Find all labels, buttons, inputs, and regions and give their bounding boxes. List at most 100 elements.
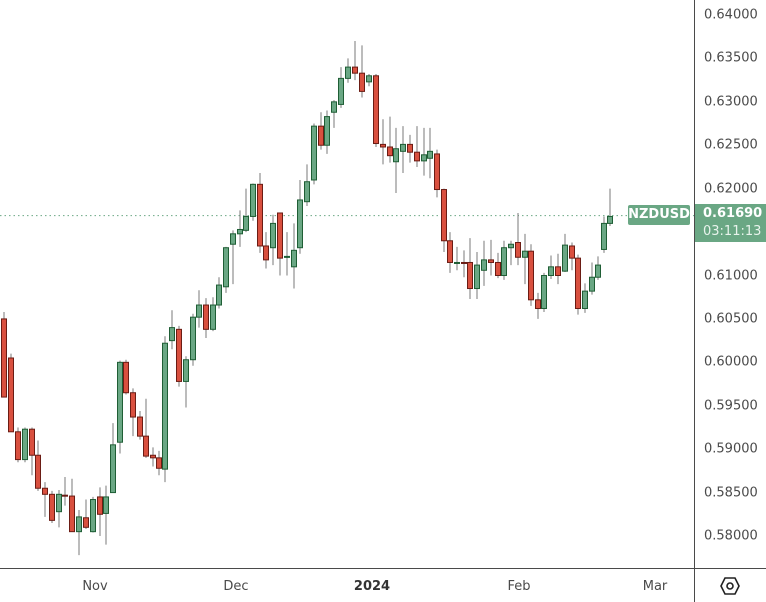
price-tick: 0.59500 xyxy=(704,398,758,414)
candle xyxy=(481,240,487,286)
candle xyxy=(22,427,28,463)
candle xyxy=(454,246,460,271)
candle xyxy=(345,58,351,83)
price-tick: 0.61000 xyxy=(704,268,758,283)
candle xyxy=(461,250,467,278)
price-tick: 0.58000 xyxy=(704,528,758,544)
candle xyxy=(311,123,317,185)
candle xyxy=(203,298,209,339)
candle xyxy=(535,292,541,319)
candle xyxy=(501,240,507,280)
price-axis[interactable]: 0.64000 0.63500 0.63000 0.62500 0.62000 0.610… xyxy=(694,0,766,568)
axis-corner xyxy=(694,568,766,602)
candle xyxy=(393,127,399,194)
candle xyxy=(421,127,427,176)
candle xyxy=(522,233,528,285)
candle xyxy=(257,173,263,253)
candle xyxy=(210,297,216,332)
candle xyxy=(474,252,480,299)
candle xyxy=(8,353,14,433)
candle xyxy=(488,239,494,276)
candle xyxy=(373,74,379,147)
time-axis[interactable]: Nov Dec 2024 Feb Mar xyxy=(0,568,694,602)
candle xyxy=(270,214,276,266)
price-tick: 0.58500 xyxy=(704,485,758,501)
candle xyxy=(387,116,393,163)
candle xyxy=(569,242,575,271)
candle xyxy=(76,509,82,556)
candle xyxy=(83,499,89,530)
candle xyxy=(555,253,561,285)
candle xyxy=(237,210,243,247)
candle xyxy=(243,188,249,233)
candle xyxy=(589,262,595,295)
candle xyxy=(223,246,229,293)
candle xyxy=(575,254,581,315)
candle xyxy=(607,188,613,227)
candle xyxy=(150,447,156,467)
candle xyxy=(110,423,116,494)
candle xyxy=(297,179,303,254)
time-tick: 2024 xyxy=(353,579,391,594)
candle xyxy=(97,487,103,536)
candle xyxy=(318,112,324,150)
candle xyxy=(49,490,55,523)
price-tick: 0.60500 xyxy=(704,311,758,327)
candle xyxy=(304,164,310,207)
candle xyxy=(414,126,420,167)
candle xyxy=(196,290,202,328)
candle xyxy=(495,252,501,279)
chart-plot-area[interactable]: NZDUSD xyxy=(0,0,694,568)
price-tick: 0.59000 xyxy=(704,441,758,457)
candle xyxy=(400,126,406,174)
candle xyxy=(528,244,534,306)
last-price-badge: 0.61690 03:11:13 xyxy=(695,204,766,242)
candle xyxy=(62,476,68,506)
candle xyxy=(156,450,162,476)
price-tick: 0.63500 xyxy=(704,50,758,66)
price-tick: 0.60000 xyxy=(704,354,758,370)
candle xyxy=(338,67,344,108)
candle xyxy=(69,478,75,533)
candle xyxy=(183,356,189,408)
candle xyxy=(176,325,182,387)
candle xyxy=(324,110,330,154)
candle xyxy=(130,388,136,437)
time-tick: Dec xyxy=(223,579,249,594)
candle xyxy=(331,100,337,128)
candle xyxy=(291,223,297,289)
candle xyxy=(582,283,588,313)
candle xyxy=(263,232,269,269)
candle xyxy=(35,440,41,491)
candle xyxy=(29,427,35,476)
candle xyxy=(447,232,453,273)
candle xyxy=(366,74,372,87)
candle xyxy=(595,256,601,280)
time-tick: Mar xyxy=(642,579,668,594)
candle xyxy=(137,410,143,440)
candle xyxy=(117,360,123,454)
candle xyxy=(441,188,447,253)
candle xyxy=(123,359,129,395)
candlestick-series xyxy=(0,41,694,556)
candle xyxy=(601,216,607,253)
candle xyxy=(541,272,547,312)
candle xyxy=(250,183,256,221)
candle xyxy=(90,496,96,533)
price-tick: 0.64000 xyxy=(704,7,758,23)
candle xyxy=(56,489,62,528)
symbol-label: NZDUSD xyxy=(628,205,690,225)
price-tick: 0.62500 xyxy=(704,137,758,153)
candle xyxy=(1,311,7,398)
last-price-value: 0.61690 xyxy=(703,206,763,221)
candle xyxy=(190,313,196,366)
candle xyxy=(162,336,168,483)
candle xyxy=(359,45,365,98)
settings-icon[interactable] xyxy=(720,577,740,595)
candle xyxy=(284,232,290,276)
candle xyxy=(143,398,149,458)
candle xyxy=(103,485,109,545)
candle xyxy=(407,134,413,163)
bar-countdown: 03:11:13 xyxy=(703,224,762,239)
candle xyxy=(548,255,554,279)
